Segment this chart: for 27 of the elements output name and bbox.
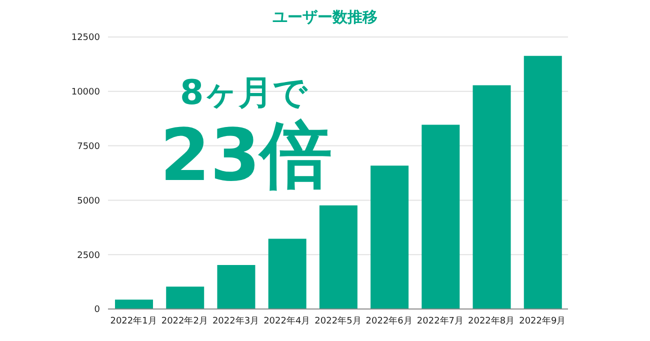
x-tick-label: 2022年5月 [314,315,362,326]
x-tick-label: 2022年9月 [519,315,566,326]
y-tick-label: 5000 [77,196,100,206]
x-tick-label: 2022年1月 [110,315,157,326]
annotation: 23倍 [160,112,332,199]
bar [472,85,511,309]
x-tick-label: 2022年8月 [468,315,515,326]
x-tick-label: 2022年7月 [416,315,464,326]
x-tick-label: 2022年3月 [212,315,260,326]
bar [370,166,409,309]
bar [524,56,562,309]
x-tick-label: 2022年4月 [264,315,310,326]
x-tick-label: 2022年2月 [161,315,208,326]
y-tick-label: 2500 [77,250,100,261]
annotation: 8ヶ月で [180,72,308,115]
y-tick-label: 10000 [71,88,100,98]
bar [268,238,306,309]
x-tick-label: 2022年6月 [366,315,412,326]
y-tick-label: 12500 [71,33,100,44]
bar [115,300,153,309]
y-tick-label: 0 [94,305,100,316]
chart-title: ユーザー数推移 [272,8,378,27]
bar [422,124,460,309]
y-tick-label: 7500 [77,142,100,152]
bar [319,205,358,309]
bar [166,286,204,309]
bar [217,265,256,309]
